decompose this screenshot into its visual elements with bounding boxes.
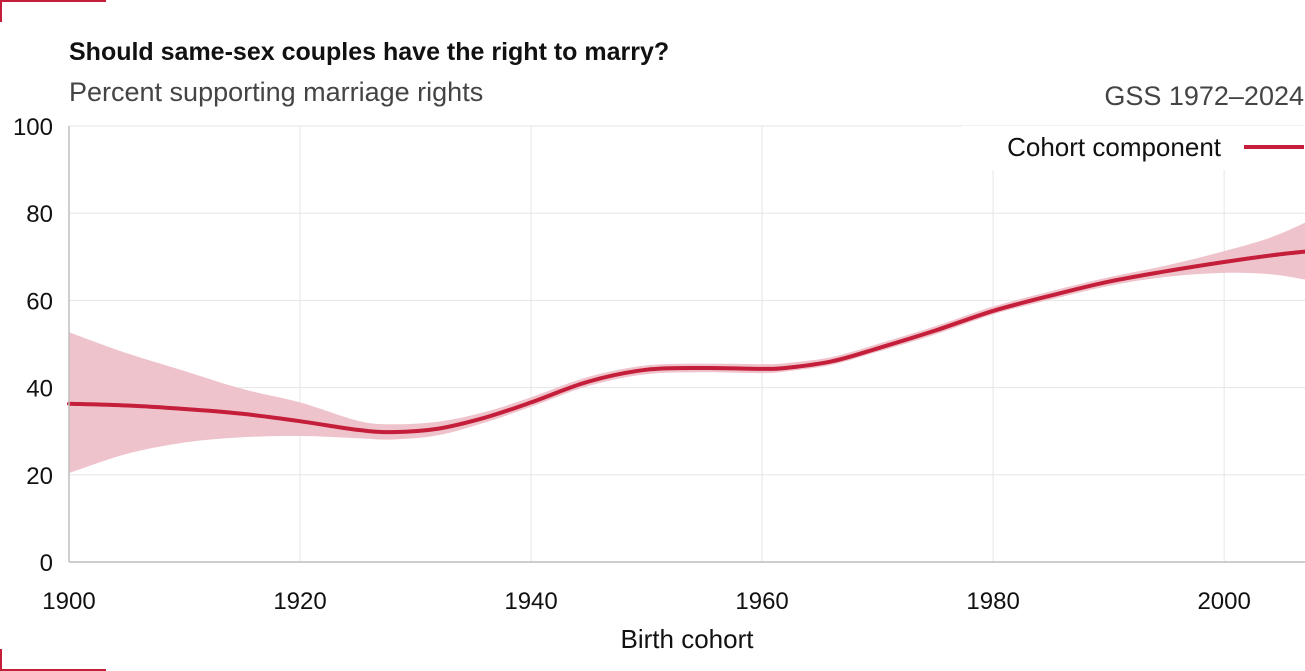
x-tick-label: 1920 (273, 588, 326, 615)
corner-mark-top (0, 0, 106, 22)
chart-subtitle: Percent supporting marriage rights (69, 77, 483, 107)
x-tick-label: 1960 (735, 588, 788, 615)
legend: Cohort component (962, 126, 1305, 170)
x-tick-label: 1980 (966, 588, 1019, 615)
y-tick-label: 20 (26, 463, 53, 490)
plot-area (67, 222, 1305, 474)
x-tick-label: 2000 (1197, 588, 1250, 615)
x-tick-label: 1900 (42, 588, 95, 615)
y-tick-label: 60 (26, 288, 53, 315)
y-tick-label: 100 (13, 114, 53, 141)
series-line-cohort-component (67, 249, 1305, 435)
chart-title: Should same-sex couples have the right t… (69, 38, 669, 66)
y-tick-label: 40 (26, 376, 53, 403)
y-tick-label: 0 (40, 550, 53, 577)
legend-label: Cohort component (1007, 132, 1222, 162)
y-tick-label: 80 (26, 201, 53, 228)
corner-mark-bottom (0, 649, 106, 671)
grid (69, 125, 1305, 562)
source-note: GSS 1972–2024 (1104, 81, 1304, 111)
x-tick-label: 1940 (504, 588, 557, 615)
confidence-band (69, 222, 1305, 474)
axes: 0 20 40 60 80 100 1900 1920 1940 1960 1980 2000 (13, 114, 1305, 615)
x-axis-title: Birth cohort (621, 624, 755, 654)
